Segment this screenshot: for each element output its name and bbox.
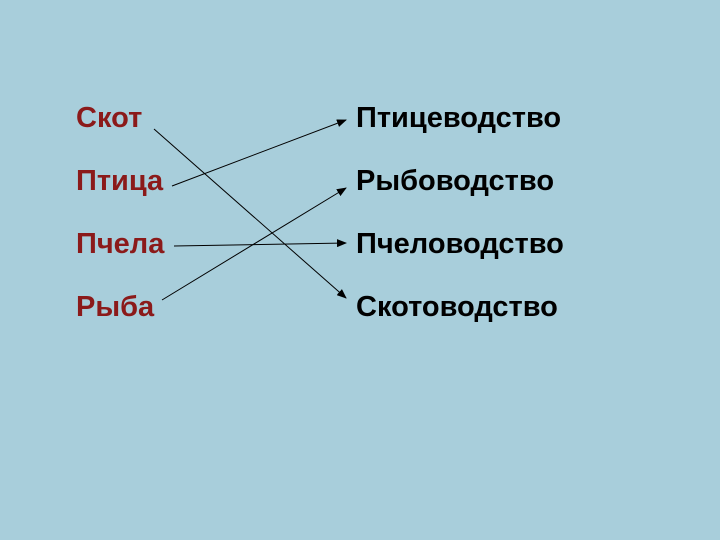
matching-diagram: Скот Птица Пчела Рыба Птицеводство Рыбов… bbox=[0, 0, 720, 540]
right-item-1: Рыбоводство bbox=[356, 165, 554, 198]
arrow-line bbox=[162, 188, 346, 300]
right-item-0: Птицеводство bbox=[356, 102, 561, 135]
right-item-3: Скотоводство bbox=[356, 291, 558, 324]
left-item-1: Птица bbox=[76, 165, 163, 198]
connection-arrows bbox=[0, 0, 720, 540]
right-item-2: Пчеловодство bbox=[356, 228, 564, 261]
arrow-line bbox=[154, 129, 346, 298]
left-item-0: Скот bbox=[76, 102, 142, 135]
left-item-2: Пчела bbox=[76, 228, 164, 261]
arrow-line bbox=[172, 120, 346, 186]
arrow-line bbox=[174, 243, 346, 246]
left-item-3: Рыба bbox=[76, 291, 154, 324]
